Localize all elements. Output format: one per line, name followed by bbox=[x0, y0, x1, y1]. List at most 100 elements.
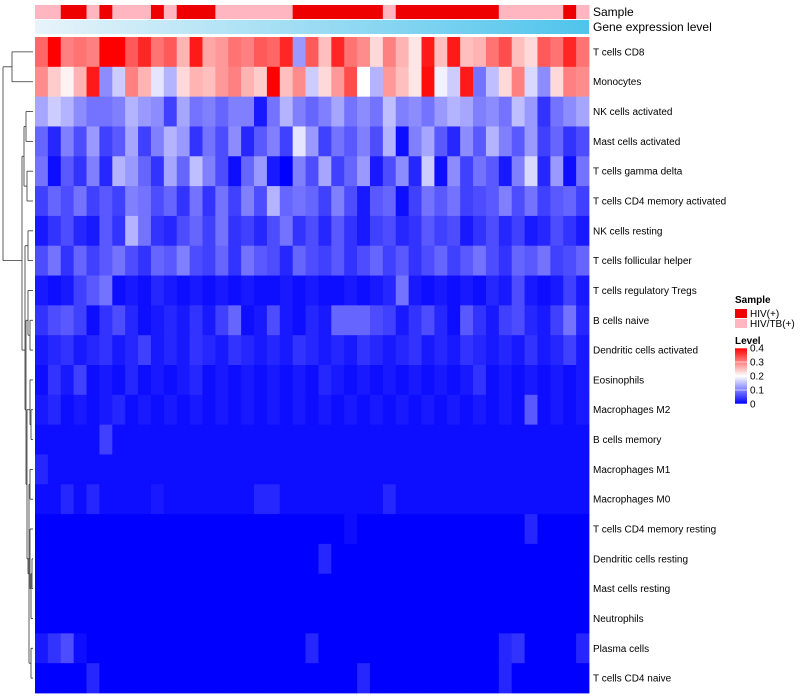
heatmap-cell bbox=[125, 514, 139, 545]
heatmap-cell bbox=[511, 66, 525, 98]
heatmap-cell bbox=[550, 305, 564, 336]
heatmap-cell bbox=[176, 37, 191, 68]
heatmap-cell bbox=[228, 514, 242, 545]
heatmap-cell bbox=[99, 335, 113, 366]
heatmap-cell bbox=[485, 454, 500, 485]
heatmap-cell bbox=[279, 245, 294, 276]
heatmap-cell bbox=[550, 514, 564, 545]
heatmap-cell bbox=[408, 275, 422, 306]
row-label: T cells CD8 bbox=[593, 47, 645, 58]
heatmap-cell bbox=[344, 365, 358, 396]
heatmap-cell bbox=[357, 186, 371, 217]
heatmap-cell bbox=[60, 275, 75, 306]
heatmap-cell bbox=[498, 275, 513, 306]
heatmap-cell bbox=[163, 305, 178, 336]
heatmap-cell bbox=[189, 514, 203, 545]
heatmap-cell bbox=[150, 454, 165, 485]
heatmap-cell bbox=[60, 335, 75, 366]
sample-cell bbox=[563, 5, 577, 19]
heatmap-cell bbox=[305, 305, 319, 336]
heatmap-cell bbox=[511, 275, 525, 306]
heatmap-cell bbox=[266, 335, 281, 366]
heatmap-cell bbox=[357, 335, 371, 366]
heatmap-cell bbox=[511, 573, 525, 604]
heatmap-cell bbox=[305, 37, 319, 68]
heatmap-cell bbox=[460, 335, 474, 366]
heatmap-cell bbox=[344, 454, 358, 485]
heatmap-cell bbox=[524, 633, 538, 664]
sample-cell bbox=[266, 5, 281, 19]
heatmap-cell bbox=[434, 514, 448, 545]
heatmap-cell bbox=[73, 514, 87, 545]
heatmap-cell bbox=[473, 365, 487, 396]
heatmap-cell bbox=[408, 186, 422, 217]
heatmap-cell bbox=[189, 156, 203, 187]
heatmap-cell bbox=[254, 96, 268, 127]
heatmap-cell bbox=[550, 37, 564, 68]
heatmap-cell bbox=[421, 335, 435, 366]
legend-tick-label: 0.2 bbox=[750, 372, 764, 383]
heatmap-cell bbox=[576, 186, 590, 217]
sample-cell bbox=[369, 5, 384, 19]
heatmap-cell bbox=[434, 186, 448, 217]
heatmap-cell bbox=[138, 245, 152, 276]
heatmap-cell bbox=[292, 663, 306, 694]
heatmap-cell bbox=[344, 335, 358, 366]
heatmap-cell bbox=[138, 37, 152, 68]
heatmap-cell bbox=[60, 245, 75, 276]
heatmap-cell bbox=[138, 424, 152, 455]
heatmap-cell bbox=[421, 156, 435, 187]
legend-tick-label: 0.4 bbox=[750, 344, 764, 355]
sample-cell bbox=[35, 5, 49, 19]
heatmap-cell bbox=[215, 603, 229, 634]
heatmap-cell bbox=[434, 305, 448, 336]
heatmap-cell bbox=[447, 66, 461, 98]
heatmap-cell bbox=[460, 514, 474, 545]
heatmap-cell bbox=[86, 245, 100, 276]
heatmap-cell bbox=[447, 365, 461, 396]
heatmap-cell bbox=[498, 394, 513, 426]
heatmap-cell bbox=[563, 424, 577, 455]
heatmap-cell bbox=[344, 305, 358, 336]
heatmap-cell bbox=[576, 484, 590, 515]
heatmap-cell bbox=[460, 215, 474, 247]
heatmap-cell bbox=[125, 126, 139, 157]
heatmap-cell bbox=[382, 603, 397, 634]
heatmap-cell bbox=[86, 484, 100, 515]
heatmap-cell bbox=[408, 126, 422, 157]
heatmap-cell bbox=[357, 633, 371, 664]
heatmap-cell bbox=[125, 394, 139, 426]
heatmap-cell bbox=[473, 573, 487, 604]
heatmap-cell bbox=[498, 305, 513, 336]
heatmap-cell bbox=[331, 186, 345, 217]
heatmap-cell bbox=[408, 215, 422, 247]
heatmap-cell bbox=[524, 275, 538, 306]
heatmap-cell bbox=[150, 663, 165, 694]
heatmap-cell bbox=[163, 633, 178, 664]
heatmap-cell bbox=[344, 543, 358, 575]
heatmap-cell bbox=[163, 484, 178, 515]
heatmap-cell bbox=[150, 126, 165, 157]
heatmap-cell bbox=[537, 633, 551, 664]
heatmap-cell bbox=[473, 663, 487, 694]
heatmap-cell bbox=[189, 543, 203, 575]
heatmap-cell bbox=[550, 96, 564, 127]
heatmap-cell bbox=[112, 663, 126, 694]
heatmap-cell bbox=[576, 633, 590, 664]
heatmap-cell bbox=[228, 126, 242, 157]
heatmap-cell bbox=[382, 514, 397, 545]
heatmap-cell bbox=[524, 126, 538, 157]
row-label: Eosinophils bbox=[593, 375, 644, 386]
heatmap-cell bbox=[498, 514, 513, 545]
heatmap-cell bbox=[447, 633, 461, 664]
heatmap-cell bbox=[434, 603, 448, 634]
annotation-label-expression: Gene expression level bbox=[593, 20, 712, 34]
heatmap-cell bbox=[215, 245, 229, 276]
heatmap-cell bbox=[382, 156, 397, 187]
heatmap-cell bbox=[485, 603, 500, 634]
heatmap-cell bbox=[576, 245, 590, 276]
heatmap-cell bbox=[511, 484, 525, 515]
heatmap-cell bbox=[125, 454, 139, 485]
heatmap-cell bbox=[473, 275, 487, 306]
heatmap-cell bbox=[460, 394, 474, 426]
